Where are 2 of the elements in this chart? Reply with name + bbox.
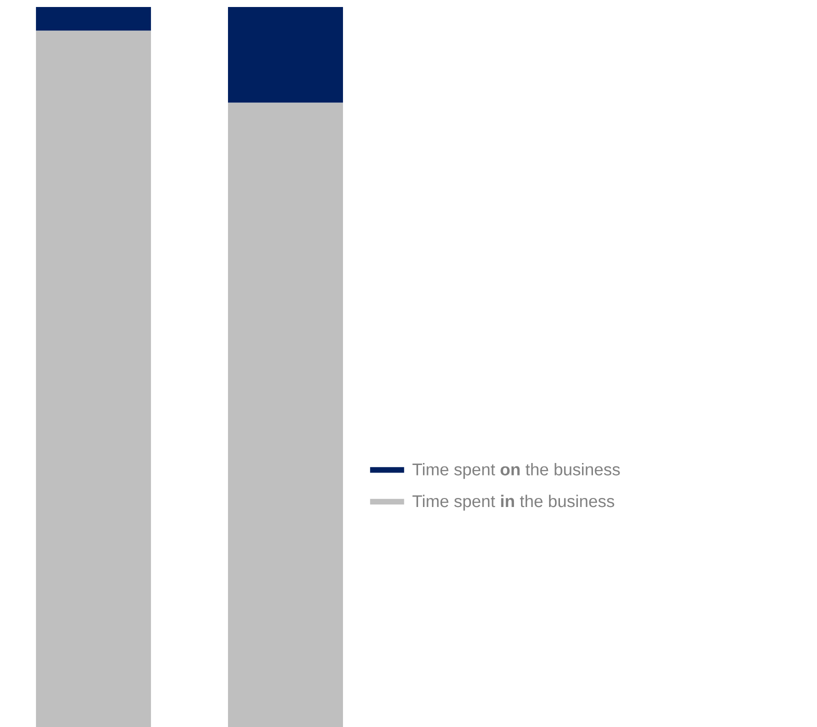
legend-label: Time spent in the business (412, 494, 614, 511)
legend-label: Time spent on the business (412, 463, 620, 479)
